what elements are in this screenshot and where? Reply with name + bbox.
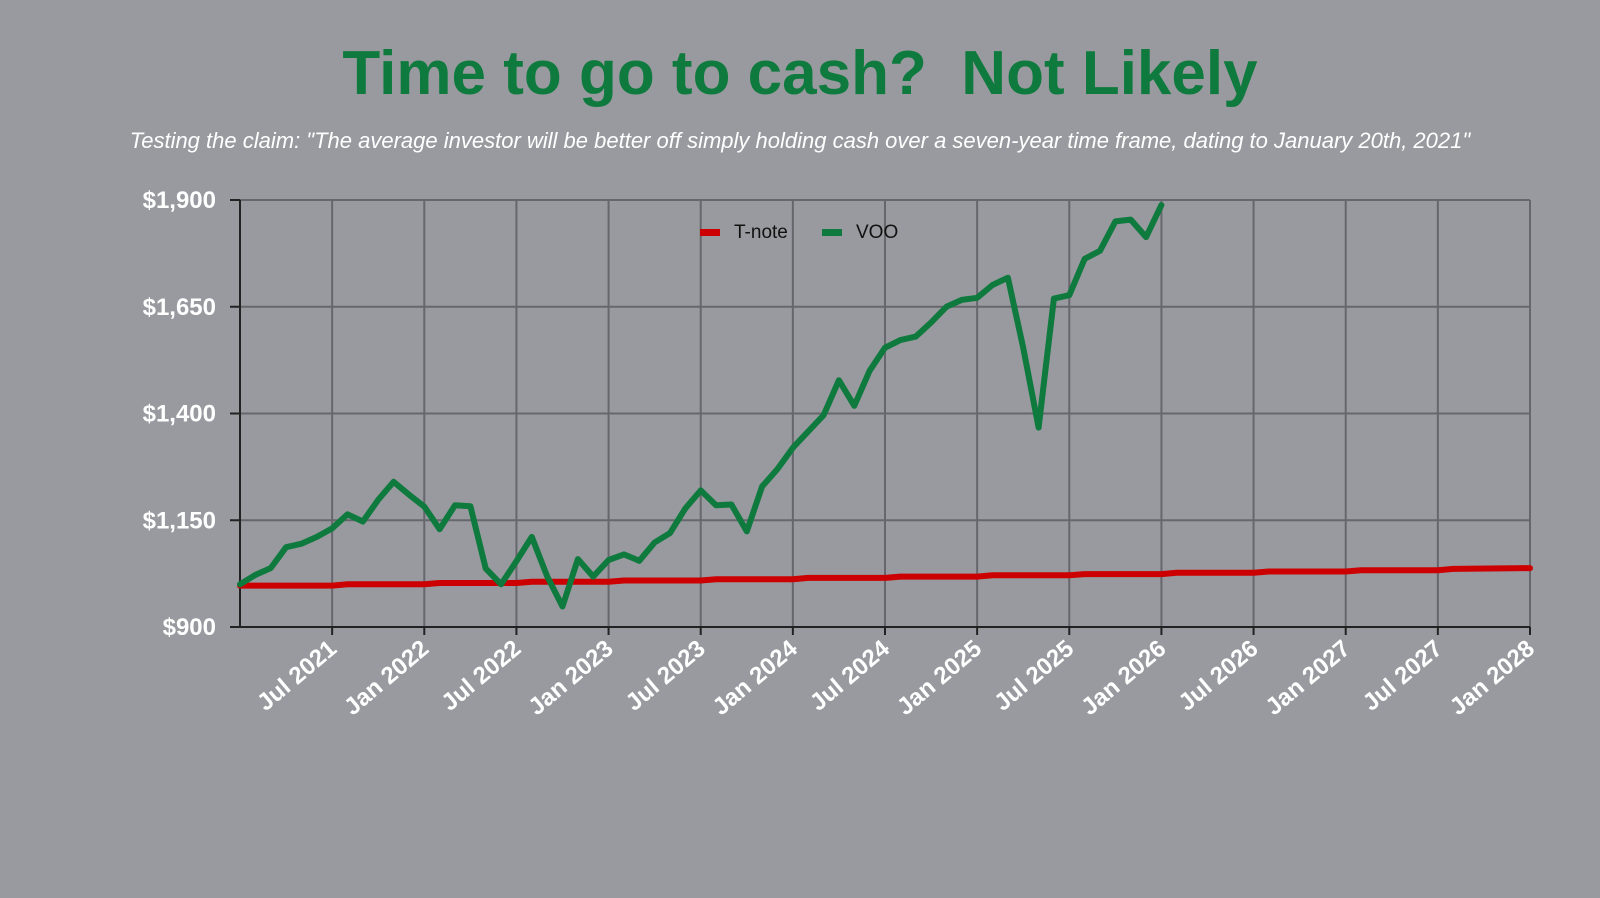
x-tick-label: Jul 2026 (1174, 635, 1264, 717)
y-tick-label: $1,900 (143, 187, 216, 214)
x-tick-label: Jul 2025 (989, 635, 1079, 717)
x-tick-label: Jul 2023 (621, 635, 711, 717)
y-tick-label: $900 (163, 614, 216, 641)
x-tick-label: Jan 2027 (1261, 635, 1356, 721)
axes (230, 199, 1531, 635)
x-tick-label: Jan 2028 (1445, 635, 1540, 721)
x-tick-label: Jan 2023 (523, 635, 618, 721)
series-lines (237, 202, 1533, 610)
series-line-t-note (237, 565, 1533, 589)
y-axis-ticks: $900 $1,150 $1,400 $1,650 $1,900 (143, 187, 216, 641)
x-tick-label: Jul 2021 (252, 635, 342, 717)
x-tick-label: Jul 2027 (1358, 635, 1448, 717)
x-tick-label: Jul 2022 (436, 635, 526, 717)
legend: T-note VOO (700, 222, 898, 243)
x-tick-label: Jul 2024 (805, 634, 895, 716)
x-tick-label: Jan 2022 (339, 635, 434, 721)
legend-swatch-voo (822, 229, 842, 236)
x-tick-label: Jan 2025 (892, 635, 987, 721)
legend-label-t-note: T-note (734, 222, 788, 243)
series-line-voo (237, 202, 1165, 610)
y-tick-label: $1,150 (143, 507, 216, 534)
chart-subtitle: Testing the claim: "The average investor… (129, 128, 1471, 153)
y-tick-label: $1,400 (143, 401, 216, 428)
legend-label-voo: VOO (856, 222, 898, 243)
legend-swatch-t-note (700, 229, 720, 236)
x-tick-label: Jan 2026 (1076, 635, 1171, 721)
chart-title: Time to go to cash? Not Likely (342, 39, 1258, 108)
gridlines (240, 199, 1531, 628)
y-tick-label: $1,650 (143, 294, 216, 321)
x-tick-label: Jan 2024 (708, 634, 804, 720)
